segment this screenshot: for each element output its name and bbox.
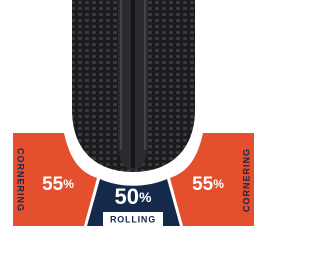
- tire-graphic: CORNERING 55% CORNERING 55% 50% ROLLING: [0, 0, 267, 257]
- unit: %: [213, 177, 224, 191]
- unit: %: [139, 189, 152, 205]
- value: 55: [192, 174, 214, 195]
- right-label: CORNERING: [241, 148, 251, 212]
- value: 50: [115, 184, 139, 209]
- tire: [72, 0, 195, 172]
- center-label: ROLLING: [110, 214, 156, 224]
- value: 55: [42, 174, 64, 195]
- unit: %: [63, 177, 74, 191]
- left-label: CORNERING: [16, 148, 26, 212]
